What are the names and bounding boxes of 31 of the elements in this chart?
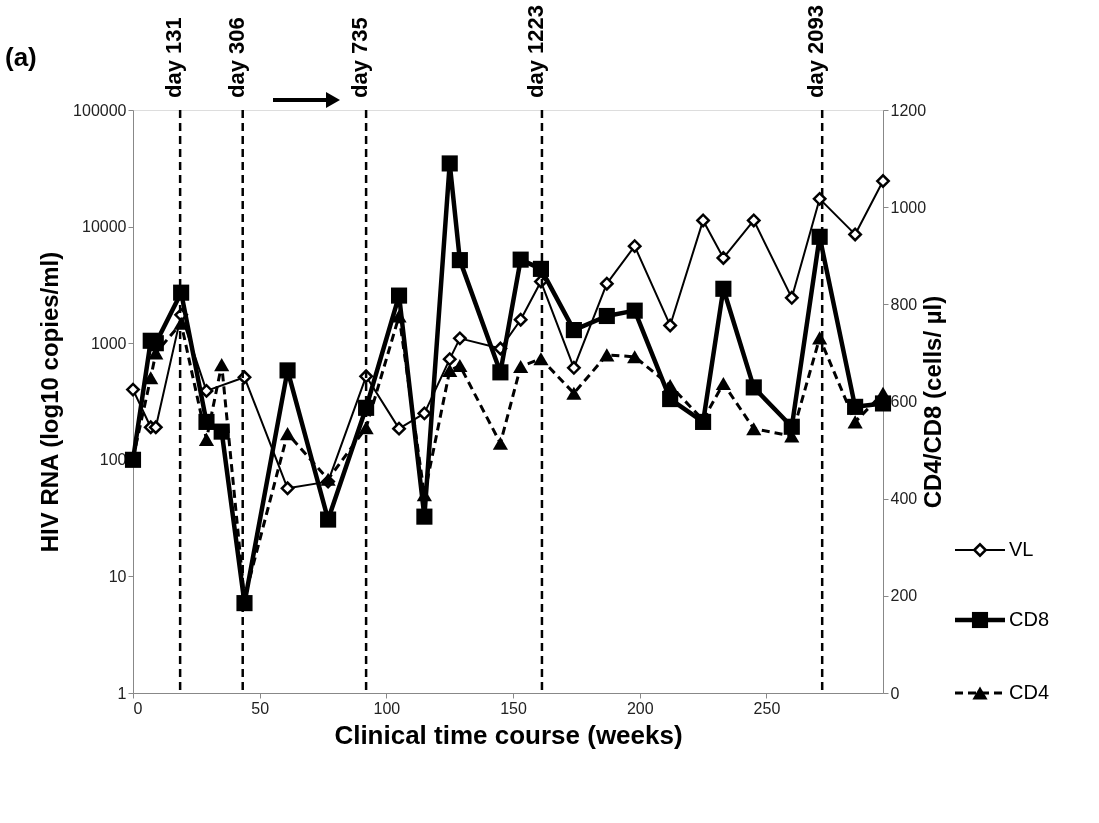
- x-tick-label: 250: [753, 699, 781, 717]
- y2-tick-label: 200: [890, 587, 918, 605]
- y-tick-label: 100000: [73, 101, 127, 119]
- x-tick-label: 50: [251, 699, 270, 717]
- y2-tick-label: 1200: [890, 101, 927, 119]
- ref-line-label: day 306: [223, 17, 249, 98]
- y2-tick-label: 400: [890, 490, 918, 508]
- legend-label: CD8: [1009, 608, 1050, 630]
- y-tick-label: 10: [108, 567, 127, 585]
- x-tick-label: 100: [373, 699, 401, 717]
- y2-axis-title: CD4/CD8 (cells/ µl): [919, 295, 947, 509]
- ref-line-label: day 2093: [803, 5, 829, 98]
- y-axis-title: HIV RNA (log10 copies/ml): [36, 251, 64, 553]
- ref-line-label: day 131: [161, 17, 187, 98]
- ref-line-label: day 1223: [522, 5, 548, 98]
- x-axis-title: Clinical time course (weeks): [334, 719, 683, 750]
- legend-label: VL: [1009, 538, 1034, 560]
- chart-title: (a): [5, 42, 37, 72]
- x-tick-label: 200: [626, 699, 654, 717]
- legend-label: CD4: [1009, 681, 1050, 703]
- y-tick-label: 100: [99, 451, 127, 469]
- y2-tick-label: 600: [890, 393, 918, 410]
- y-tick-label: 1: [117, 684, 127, 702]
- ref-line-label: day 735: [347, 17, 373, 98]
- y2-tick-label: 1000: [890, 198, 927, 216]
- y2-tick-label: 800: [890, 295, 918, 313]
- y-tick-label: 1000: [90, 334, 127, 352]
- y2-tick-label: 0: [890, 684, 900, 702]
- y-tick-label: 10000: [82, 218, 127, 236]
- x-tick-label: 0: [133, 699, 143, 717]
- x-tick-label: 150: [500, 699, 528, 717]
